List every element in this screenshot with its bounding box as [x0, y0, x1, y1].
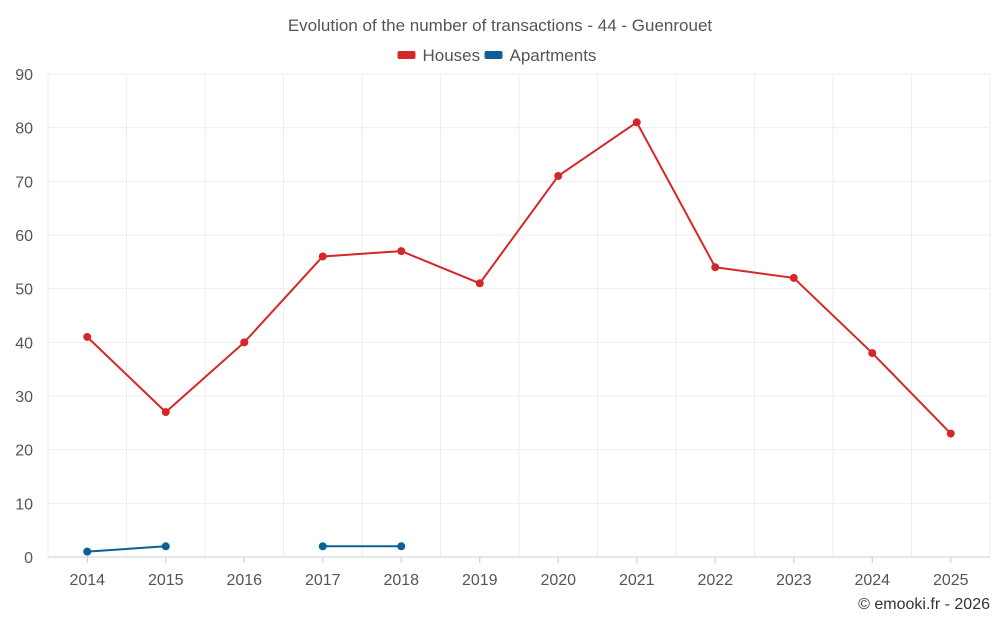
series-houses [83, 118, 955, 438]
data-point-apartments [83, 547, 92, 556]
y-tick-label: 60 [15, 228, 33, 245]
y-tick-label: 40 [15, 335, 33, 352]
y-tick-label: 90 [15, 67, 33, 84]
legend-item-houses: Houses [397, 46, 481, 65]
x-tick-label: 2023 [776, 572, 812, 589]
data-point-houses [632, 118, 641, 127]
series-layer [83, 118, 955, 556]
series-line-houses [86, 121, 952, 435]
y-tick-label: 0 [24, 550, 33, 567]
credit-label: © emooki.fr - 2026 [858, 596, 990, 613]
data-point-houses [397, 247, 406, 256]
x-tick-label: 2016 [226, 572, 262, 589]
y-tick-label: 80 [15, 121, 33, 138]
legend-label-apartments: Apartments [510, 46, 597, 65]
series-line-apartments [87, 545, 166, 553]
data-point-apartments [318, 542, 327, 551]
axes: 0 10 20 30 40 50 60 70 80 90 2014 2015 2016 2017 2018 2… [15, 67, 990, 589]
data-point-apartments [161, 542, 170, 551]
x-tick-label: 2018 [383, 572, 419, 589]
data-point-houses [554, 171, 563, 180]
data-point-houses [475, 279, 484, 288]
data-point-houses [711, 263, 720, 272]
y-tick-label: 20 [15, 443, 33, 460]
y-tick-label: 30 [15, 389, 33, 406]
x-tick-label: 2024 [854, 572, 890, 589]
data-point-houses [868, 349, 877, 358]
legend-label-houses: Houses [423, 46, 481, 65]
x-tick-label: 2015 [148, 572, 184, 589]
x-tick-label: 2019 [462, 572, 498, 589]
x-tick-label: 2014 [69, 572, 105, 589]
data-point-houses [789, 273, 798, 282]
data-point-houses [318, 252, 327, 261]
data-point-houses [161, 408, 170, 417]
y-tick-label: 10 [15, 496, 33, 513]
grid [47, 73, 991, 557]
legend: Houses Apartments [397, 46, 597, 65]
x-tick-label: 2017 [305, 572, 341, 589]
series-apartments [83, 542, 406, 556]
x-tick-label: 2021 [619, 572, 655, 589]
legend-item-apartments: Apartments [484, 46, 597, 65]
data-point-apartments [397, 542, 406, 551]
y-tick-label: 50 [15, 282, 33, 299]
data-point-houses [946, 429, 955, 438]
x-tick-label: 2025 [933, 572, 969, 589]
data-point-houses [83, 332, 92, 341]
x-tick-label: 2022 [697, 572, 733, 589]
y-tick-label: 70 [15, 174, 33, 191]
legend-swatch-apartments [484, 51, 503, 59]
legend-swatch-houses [397, 51, 416, 59]
x-tick-label: 2020 [540, 572, 576, 589]
chart-title: Evolution of the number of transactions … [288, 16, 713, 35]
data-point-houses [240, 338, 249, 347]
